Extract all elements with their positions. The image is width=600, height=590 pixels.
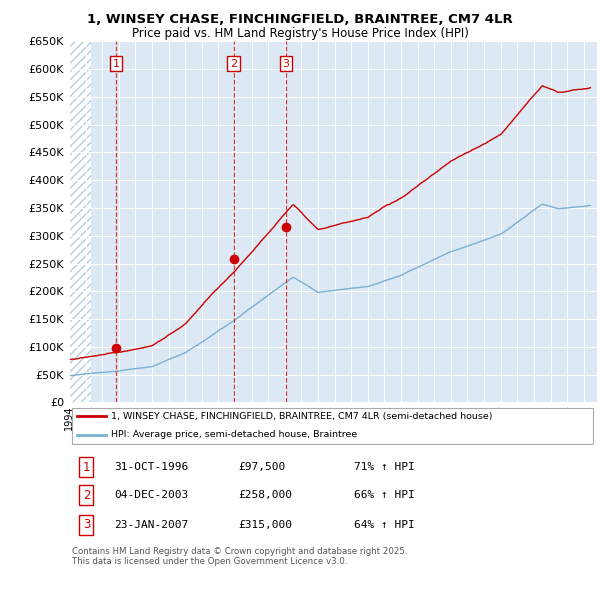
Text: 3: 3 <box>83 519 90 532</box>
Text: 1: 1 <box>83 461 90 474</box>
Text: £258,000: £258,000 <box>238 490 292 500</box>
Text: 23-JAN-2007: 23-JAN-2007 <box>114 520 188 530</box>
Text: 66% ↑ HPI: 66% ↑ HPI <box>354 490 415 500</box>
Text: 2: 2 <box>230 58 237 68</box>
Text: HPI: Average price, semi-detached house, Braintree: HPI: Average price, semi-detached house,… <box>111 430 358 439</box>
Text: 3: 3 <box>283 58 289 68</box>
Text: Price paid vs. HM Land Registry's House Price Index (HPI): Price paid vs. HM Land Registry's House … <box>131 27 469 40</box>
Text: 1, WINSEY CHASE, FINCHINGFIELD, BRAINTREE, CM7 4LR: 1, WINSEY CHASE, FINCHINGFIELD, BRAINTRE… <box>87 13 513 26</box>
Text: Contains HM Land Registry data © Crown copyright and database right 2025.
This d: Contains HM Land Registry data © Crown c… <box>71 547 407 566</box>
Text: £97,500: £97,500 <box>238 462 285 472</box>
Text: 1: 1 <box>112 58 119 68</box>
Text: 64% ↑ HPI: 64% ↑ HPI <box>354 520 415 530</box>
Text: £315,000: £315,000 <box>238 520 292 530</box>
Text: 2: 2 <box>83 489 90 502</box>
Bar <box>69 41 91 402</box>
Text: 71% ↑ HPI: 71% ↑ HPI <box>354 462 415 472</box>
Text: 31-OCT-1996: 31-OCT-1996 <box>114 462 188 472</box>
Text: 1, WINSEY CHASE, FINCHINGFIELD, BRAINTREE, CM7 4LR (semi-detached house): 1, WINSEY CHASE, FINCHINGFIELD, BRAINTRE… <box>111 412 493 421</box>
Text: 04-DEC-2003: 04-DEC-2003 <box>114 490 188 500</box>
FancyBboxPatch shape <box>71 408 593 444</box>
